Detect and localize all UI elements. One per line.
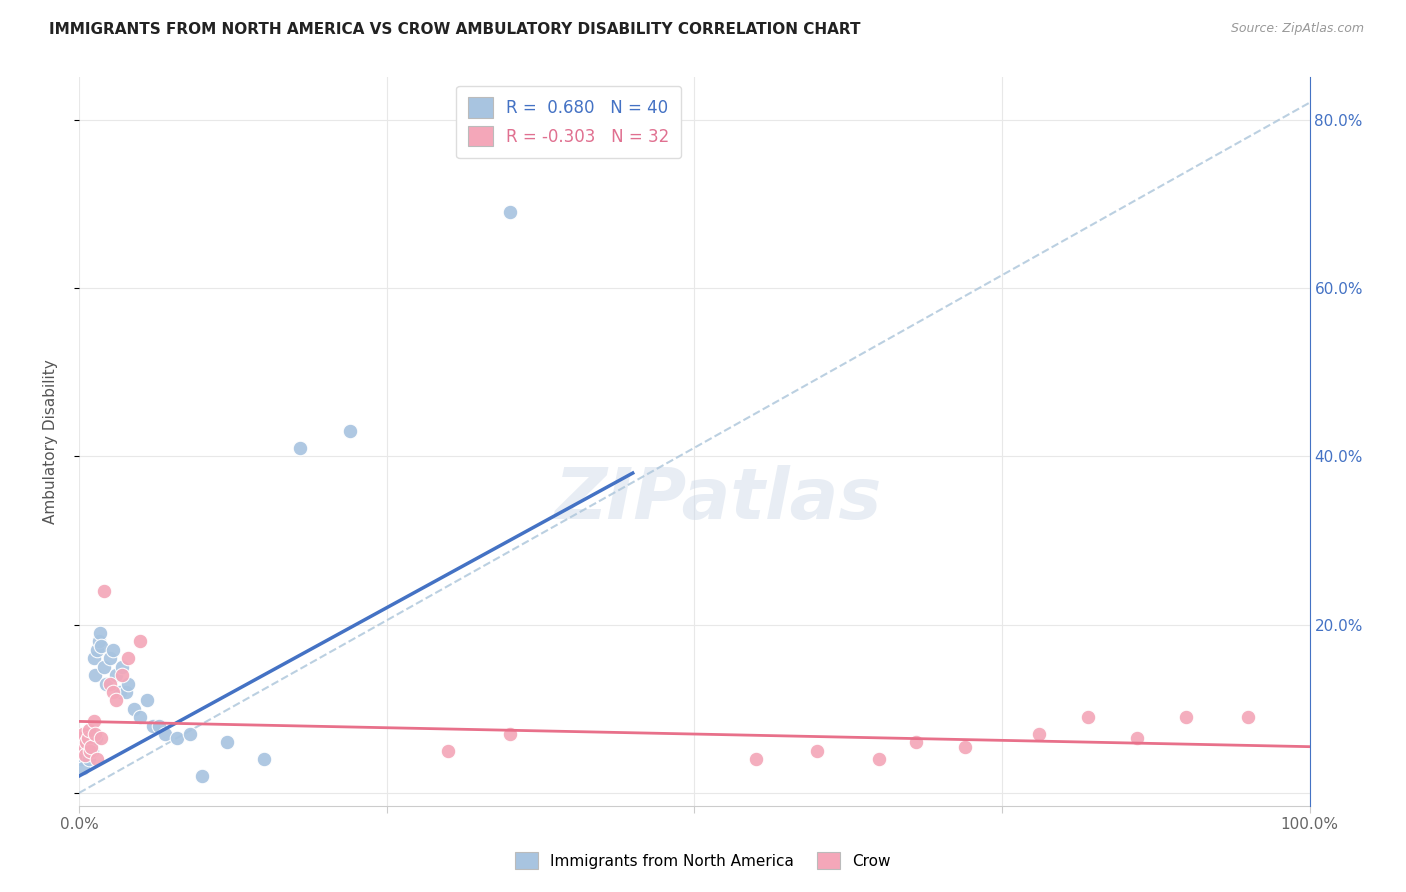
Point (75, 735, 97, 749)
Text: ZIPatlas: ZIPatlas (555, 466, 883, 534)
Point (86, 643, 108, 657)
Point (73, 739, 96, 754)
Point (498, 205, 520, 219)
Point (437, 744, 460, 758)
Point (94, 676, 117, 690)
Point (1126, 731, 1149, 746)
Point (86, 752, 108, 766)
Point (76, 739, 98, 754)
Point (135, 693, 157, 707)
Point (79, 731, 101, 746)
Point (111, 668, 134, 682)
Point (117, 651, 139, 665)
Point (82, 744, 104, 758)
Point (72, 727, 94, 741)
Point (129, 710, 152, 724)
Point (72, 761, 94, 775)
Point (83, 651, 105, 665)
Point (124, 702, 146, 716)
Point (103, 685, 125, 699)
Point (104, 693, 127, 707)
Point (83, 714, 105, 729)
Point (1028, 727, 1050, 741)
Point (104, 668, 127, 682)
Point (290, 441, 312, 455)
Legend: R =  0.680   N = 40, R = -0.303   N = 32: R = 0.680 N = 40, R = -0.303 N = 32 (457, 86, 682, 158)
Point (89, 626, 111, 640)
Point (98, 676, 121, 690)
Point (90, 731, 112, 746)
Point (103, 643, 125, 657)
Point (93, 583, 115, 598)
Point (745, 752, 768, 766)
Point (191, 769, 214, 783)
Point (84, 731, 107, 746)
Point (75, 748, 97, 763)
Point (142, 718, 165, 732)
Point (904, 735, 927, 749)
Point (98, 651, 121, 665)
Point (114, 685, 136, 699)
Text: IMMIGRANTS FROM NORTH AMERICA VS CROW AMBULATORY DISABILITY CORRELATION CHART: IMMIGRANTS FROM NORTH AMERICA VS CROW AM… (49, 22, 860, 37)
Point (80, 739, 103, 754)
Point (108, 685, 131, 699)
Point (117, 676, 139, 690)
Point (1077, 710, 1099, 724)
Point (252, 752, 274, 766)
Point (339, 424, 361, 438)
Point (77, 723, 100, 737)
Point (111, 659, 134, 673)
Point (75, 748, 97, 763)
Point (498, 727, 520, 741)
Point (70, 752, 93, 766)
Point (75, 735, 97, 749)
Point (87, 634, 110, 648)
Point (153, 727, 176, 741)
Point (179, 727, 201, 741)
Point (1175, 710, 1198, 724)
Y-axis label: Ambulatory Disability: Ambulatory Disability (44, 359, 58, 524)
Point (84, 668, 107, 682)
Point (84, 727, 107, 741)
Point (77, 752, 100, 766)
Point (953, 739, 976, 754)
Point (80, 727, 103, 741)
Point (76, 731, 98, 746)
Point (90, 639, 112, 653)
Point (79, 744, 101, 758)
Point (868, 752, 890, 766)
Legend: Immigrants from North America, Crow: Immigrants from North America, Crow (509, 846, 897, 875)
Point (70, 731, 93, 746)
Point (129, 634, 152, 648)
Point (73, 744, 96, 758)
Point (93, 659, 115, 673)
Point (1237, 710, 1260, 724)
Point (148, 718, 170, 732)
Point (166, 731, 188, 746)
Text: Source: ZipAtlas.com: Source: ZipAtlas.com (1230, 22, 1364, 36)
Point (215, 735, 238, 749)
Point (806, 744, 828, 758)
